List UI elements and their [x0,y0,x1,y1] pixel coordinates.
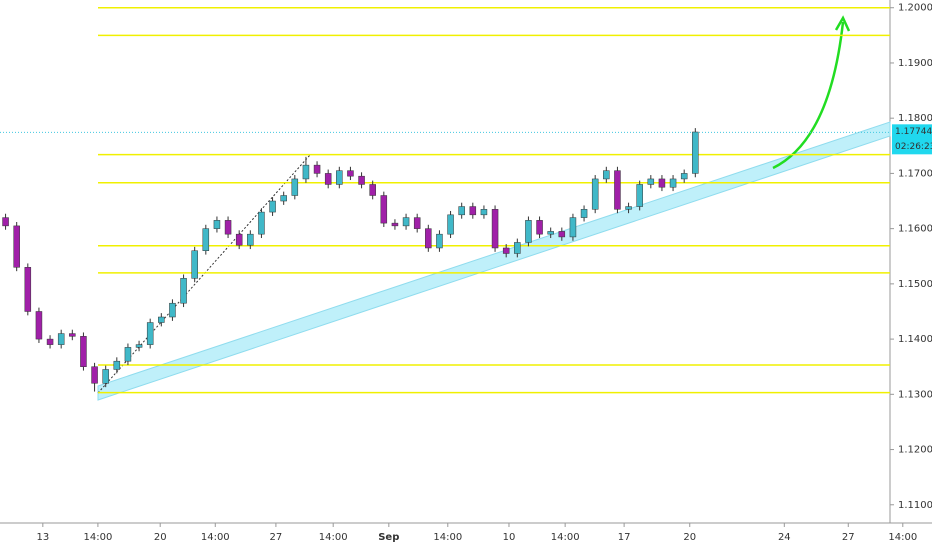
candle-body [158,316,165,323]
candle-body [413,217,421,229]
candle-body [525,220,532,243]
x-tick-label: 17 [618,532,631,543]
candle-body [80,336,87,367]
y-tick-label: 1.14000 [898,334,932,345]
candle-body [469,206,477,216]
x-tick-label: 24 [778,532,791,543]
candle-body [369,184,376,196]
y-tick-label: 1.12000 [898,445,932,456]
candle-body [491,209,499,249]
forecast-arrowhead [834,15,851,32]
candle-body [458,206,465,216]
candle-body [636,184,643,207]
candle-body [102,369,109,384]
candle-body [269,200,276,213]
x-tick-label: 27 [270,532,283,543]
y-tick-label: 1.16000 [898,224,932,235]
candle-body [680,173,688,180]
candle-body [591,178,599,210]
y-tick-label: 1.15000 [898,279,932,290]
candle-body [380,195,388,224]
candle-body [658,178,666,188]
candle-body [302,164,310,180]
x-tick-label: 14:00 [319,532,348,543]
candle-body [580,209,588,218]
candle-body [224,220,232,235]
candle-body [235,233,243,246]
candle-body [69,333,76,337]
candle-body [547,231,554,235]
x-tick-label: 14:00 [888,532,917,543]
candle-body [280,195,287,202]
candle-body [669,178,677,188]
candle-body [202,228,210,251]
candle-body [647,178,655,185]
candle-body [324,173,332,185]
candle-body [313,164,321,174]
candle-body [57,333,65,345]
y-tick-label: 1.13000 [898,389,932,400]
candle-body [447,214,454,235]
x-tick-label: 14:00 [83,532,112,543]
candle-body [558,231,566,238]
candle-body [24,267,32,312]
candle-body [291,178,299,196]
channel [97,121,891,401]
candle-body [2,217,9,227]
candle-body [247,233,254,246]
candle-body [436,233,443,249]
candle-body [135,344,143,348]
x-tick-label: 10 [503,532,516,543]
price-label: 1.17744 [895,127,932,137]
y-tick-label: 1.20000 [898,3,932,14]
candle-body [514,242,521,254]
candle-body [347,170,354,177]
y-tick-label: 1.17000 [898,168,932,179]
x-tick-label: 20 [154,532,167,543]
candle-body [625,206,632,210]
x-tick-label: 14:00 [433,532,462,543]
candle-body [336,170,343,185]
candle-body [480,209,488,216]
y-tick-label: 1.19000 [898,58,932,69]
candle-body [213,220,221,229]
candle-body [258,211,265,235]
y-tick-label: 1.11000 [898,500,932,511]
candle-body [358,175,365,185]
candle-body [536,220,543,235]
candle-body [180,278,187,304]
candle-body [113,360,121,370]
candle-body [692,131,699,174]
candle-body [502,247,510,254]
candle-body [569,217,577,238]
candle-body [46,338,54,345]
forecast-arrow [772,21,845,170]
x-tick-label: 14:00 [201,532,230,543]
candle-body [614,170,621,210]
candle-body [425,228,432,249]
candle-body [91,366,98,384]
x-tick-label: Sep [378,532,399,543]
countdown: 02:26:23 [895,142,932,152]
y-tick-label: 1.18000 [898,113,932,124]
candle-body [35,311,43,340]
price-label-box [892,124,932,155]
x-tick-label: 13 [36,532,49,543]
candle-body [13,225,20,268]
candle-body [402,217,410,227]
x-tick-label: 20 [683,532,696,543]
x-tick-label: 14:00 [551,532,580,543]
candle-body [169,302,176,318]
candle-body [603,170,610,180]
candle-body [146,322,154,345]
trend-line [97,154,311,394]
candle-body [391,222,399,227]
x-tick-label: 27 [842,532,855,543]
candle-body [191,250,198,279]
candle-body [124,347,132,362]
